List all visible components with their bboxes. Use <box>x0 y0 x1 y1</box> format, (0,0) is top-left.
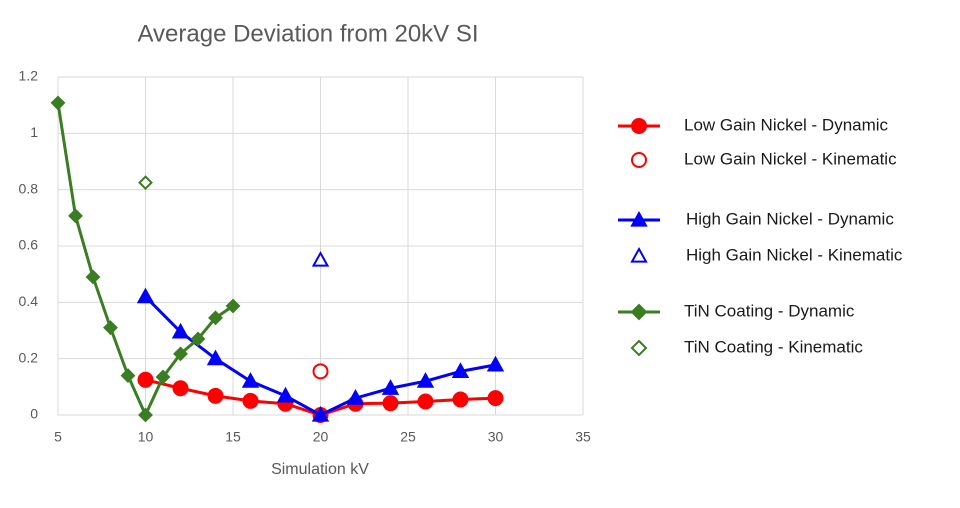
marker <box>50 95 66 111</box>
x-tick-label: 5 <box>54 429 62 445</box>
marker <box>207 387 224 404</box>
marker <box>206 349 225 366</box>
marker <box>346 389 365 405</box>
legend-label: Low Gain Nickel - Dynamic <box>684 115 889 134</box>
legend-label: Low Gain Nickel - Kinematic <box>684 149 897 168</box>
marker <box>416 372 435 388</box>
marker <box>208 310 223 326</box>
marker <box>382 395 399 412</box>
marker <box>155 369 171 385</box>
x-tick-label: 10 <box>138 429 154 445</box>
legend-label: TiN Coating - Dynamic <box>684 301 855 320</box>
marker <box>136 287 155 304</box>
marker <box>190 331 206 347</box>
y-tick-label: 0.4 <box>19 293 39 309</box>
marker <box>312 363 329 380</box>
marker <box>381 379 400 395</box>
marker <box>630 303 648 321</box>
marker <box>630 246 648 263</box>
marker <box>311 251 330 267</box>
y-tick-label: 1 <box>30 124 38 140</box>
marker <box>138 175 153 191</box>
x-tick-label: 30 <box>488 429 504 445</box>
legend-label: High Gain Nickel - Kinematic <box>686 245 903 264</box>
marker <box>171 322 190 339</box>
marker <box>631 118 647 134</box>
marker <box>172 380 189 397</box>
marker <box>452 391 469 408</box>
y-tick-label: 0.8 <box>19 180 39 196</box>
marker <box>276 386 295 403</box>
legend-label: TiN Coating - Kinematic <box>684 337 863 356</box>
chart-title: Average Deviation from 20kV SI <box>137 20 478 47</box>
marker <box>630 210 648 227</box>
marker <box>85 269 101 285</box>
marker <box>137 371 154 388</box>
marker <box>630 339 648 357</box>
legend: Low Gain Nickel - Dynamic Low Gain Nickel… <box>618 115 903 356</box>
x-tick-label: 15 <box>225 429 241 445</box>
y-tick-label: 0.6 <box>19 237 39 253</box>
marker <box>486 355 505 372</box>
x-tick-label: 35 <box>575 429 591 445</box>
marker <box>225 298 241 314</box>
marker <box>487 390 504 407</box>
marker <box>68 208 83 224</box>
legend-label: High Gain Nickel - Dynamic <box>686 209 894 228</box>
marker <box>242 392 259 409</box>
marker <box>311 405 330 422</box>
marker <box>631 152 647 168</box>
marker <box>451 362 470 378</box>
marker <box>103 320 118 336</box>
marker <box>173 346 188 362</box>
x-axis-label: Simulation kV <box>271 461 369 478</box>
marker <box>138 407 153 423</box>
marker <box>241 372 260 388</box>
x-tick-label: 25 <box>400 429 416 445</box>
y-tick-label: 1.2 <box>19 68 39 84</box>
y-tick-label: 0.2 <box>19 349 39 365</box>
x-tick-label: 20 <box>313 429 329 445</box>
marker <box>120 368 136 383</box>
y-tick-label: 0 <box>30 406 38 422</box>
marker <box>417 393 434 410</box>
